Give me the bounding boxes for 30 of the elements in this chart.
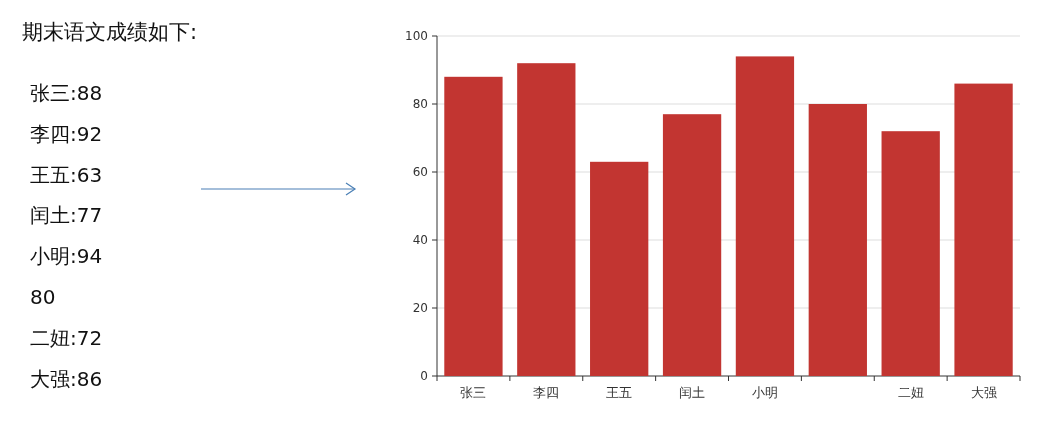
bar — [954, 83, 1013, 376]
bar — [590, 161, 649, 376]
y-tick-label: 20 — [412, 301, 428, 315]
text: 小明:94 — [30, 244, 103, 269]
y-tick-label: 80 — [412, 97, 428, 111]
y-tick-label: 100 — [405, 29, 428, 43]
text: 80 — [30, 285, 56, 309]
x-tick-label: 大强 — [970, 385, 997, 400]
x-tick-label: 小明 — [751, 385, 778, 400]
text: 张三:88 — [30, 81, 103, 105]
y-tick-label: 60 — [412, 165, 428, 179]
text: 二妞:72 — [30, 325, 103, 350]
bar — [881, 131, 940, 376]
x-tick-label: 张三 — [460, 385, 487, 400]
text: 王五:63 — [30, 162, 103, 187]
text: 李四:92 — [30, 121, 103, 146]
text: 期末语文成绩如下: — [22, 20, 198, 44]
bar — [517, 63, 576, 376]
text: 大强:86 — [30, 366, 103, 391]
y-tick-label: 40 — [412, 233, 428, 247]
x-tick-label: 李四 — [533, 385, 560, 400]
bar — [444, 76, 503, 376]
bar — [808, 104, 867, 376]
bar — [662, 114, 722, 376]
x-tick-label: 闰土 — [679, 385, 706, 400]
bar — [735, 56, 795, 376]
x-tick-label: 二妞 — [897, 385, 924, 400]
y-tick-label: 0 — [420, 369, 428, 383]
x-tick-label: 王五 — [606, 385, 633, 400]
text: 闰土:77 — [30, 203, 103, 228]
